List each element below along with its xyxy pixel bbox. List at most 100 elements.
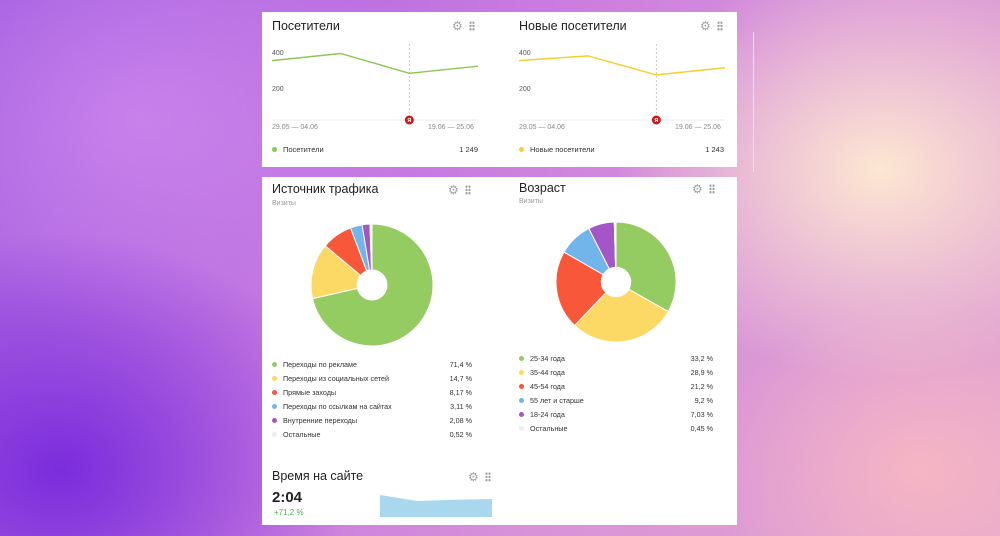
drag-handle-icon[interactable] [468,21,475,31]
age-legend-item[interactable]: 35-44 года 28,9 % [519,365,713,379]
age-slice-1[interactable] [573,281,669,343]
visitors-x-tick-start: 29.05 — 04.06 [272,124,318,131]
legend-color-dot [519,411,524,417]
traffic-pie-chart [310,223,434,347]
age-legend-label: 45-54 года [530,381,565,391]
new-visitors-point-1 [586,55,588,57]
traffic-legend-value: 2,08 % [449,415,472,425]
new-visitors-widget-title: Новые посетители [519,19,627,33]
age-legend-item[interactable]: 18-24 года 7,03 % [519,407,713,421]
traffic-widget-title: Источник трафика [272,182,379,196]
traffic-legend-label: Прямые заходы [283,387,337,397]
visitors-widget-title: Посетители [272,19,340,33]
new-visitors-point-0 [518,59,520,61]
visitors-legend-item[interactable]: Посетители [272,145,324,154]
traffic-legend-label: Внутренние переходы [283,415,358,425]
visitors-marker-label: Я [407,118,411,124]
age-widget-controls: ⚙ [692,183,715,195]
visitors-yandex-marker[interactable]: Я [404,115,414,125]
traffic-legend-item[interactable]: Прямые заходы 8,17 % [272,385,472,399]
visitors-point-3 [477,65,479,67]
drag-handle-icon[interactable] [484,472,491,482]
traffic-widget-controls: ⚙ [448,184,471,196]
age-legend-value: 7,03 % [690,409,713,419]
age-widget-title: Возраст [519,181,566,195]
legend-color-dot [519,147,524,152]
visitors-series-line [271,52,479,75]
new-visitors-y-tick-200: 200 [519,86,531,93]
traffic-legend-value: 0,52 % [449,429,472,439]
traffic-legend-item[interactable]: Остальные 0,52 % [272,427,472,441]
age-legend-label: Остальные [530,423,568,433]
visitors-y-tick-400: 400 [272,50,284,57]
time-widget-controls: ⚙ [468,471,491,483]
legend-color-dot [519,355,524,361]
age-legend-item[interactable]: 45-54 года 21,2 % [519,379,713,393]
new-visitors-x-tick-start: 29.05 — 04.06 [519,124,565,131]
gear-icon[interactable]: ⚙ [448,183,459,197]
age-legend: 25-34 года 33,2 % 35-44 года 28,9 % 45-54 го… [519,351,713,435]
traffic-legend-label: Остальные [283,429,321,439]
traffic-legend-item[interactable]: Внутренние переходы 2,08 % [272,413,472,427]
gear-icon[interactable]: ⚙ [468,470,479,484]
visitors-point-2 [408,72,410,74]
visitors-line-chart: Я [271,44,479,125]
age-legend-value: 9,2 % [694,395,713,405]
legend-color-dot [272,375,277,381]
new-visitors-legend-item[interactable]: Новые посетители [519,145,595,154]
new-visitors-point-2 [655,74,657,76]
visitors-y-tick-200: 200 [272,86,284,93]
gear-icon[interactable]: ⚙ [692,182,703,196]
time-on-site-value: 2:04 [272,489,303,506]
traffic-legend-value: 3,11 % [450,401,472,411]
legend-color-dot [519,369,524,375]
new-visitors-y-tick-400: 400 [519,50,531,57]
legend-color-dot [519,397,524,403]
age-pie-chart [555,221,677,343]
time-widget-title: Время на сайте [272,469,364,483]
time-area-chart [380,495,492,517]
traffic-legend-item[interactable]: Переходы по рекламе 71,4 % [272,357,472,371]
new-visitors-point-3 [724,67,726,69]
traffic-legend-label: Переходы по рекламе [283,359,357,369]
traffic-legend-item[interactable]: Переходы из социальных сетей 14,7 % [272,371,472,385]
age-legend-item[interactable]: 55 лет и старше 9,2 % [519,393,713,407]
age-legend-value: 33,2 % [690,353,713,363]
gear-icon[interactable]: ⚙ [452,19,463,33]
traffic-legend: Переходы по рекламе 71,4 % Переходы из соц… [272,357,472,441]
legend-color-dot [272,389,277,395]
age-slice-0[interactable] [615,221,677,313]
visitors-widget-controls: ⚙ [452,20,475,32]
legend-color-dot [519,383,524,389]
drag-handle-icon[interactable] [708,184,715,194]
new-visitors-line-chart: Я [518,44,726,125]
traffic-widget-subtitle: Визиты [272,200,296,207]
gear-icon[interactable]: ⚙ [700,19,711,33]
new-visitors-legend-value: 1 243 [705,145,724,154]
drag-handle-icon[interactable] [464,185,471,195]
traffic-legend-item[interactable]: Переходы по ссылкам на сайтах 3,11 % [272,399,472,413]
visitors-legend-label: Посетители [283,145,324,154]
visitors-point-0 [271,59,273,61]
age-widget-subtitle: Визиты [519,198,543,205]
new-visitors-yandex-marker[interactable]: Я [651,115,661,125]
drag-handle-icon[interactable] [716,21,723,31]
age-legend-label: 25-34 года [530,353,565,363]
top-widgets-panel: Посетители ⚙ 400 200 Я 29.05 — 04.06 19.… [262,12,754,172]
time-on-site-delta: +71,2 % [274,508,304,517]
legend-color-dot [519,425,524,431]
age-legend-item[interactable]: Остальные 0,45 % [519,421,713,435]
visitors-legend-value: 1 249 [459,145,478,154]
traffic-legend-value: 14,7 % [449,373,472,383]
visitors-point-1 [339,52,341,54]
legend-color-dot [272,403,277,409]
age-legend-value: 28,9 % [690,367,713,377]
age-legend-item[interactable]: 25-34 года 33,2 % [519,351,713,365]
traffic-legend-label: Переходы из социальных сетей [283,373,390,383]
legend-color-dot [272,431,277,437]
traffic-pie-hole [356,269,388,301]
age-slice-2[interactable] [555,251,617,327]
visitors-x-tick-end: 19.06 — 25.06 [428,124,474,131]
new-visitors-legend-label: Новые посетители [530,145,595,154]
age-legend-label: 35-44 года [530,367,565,377]
